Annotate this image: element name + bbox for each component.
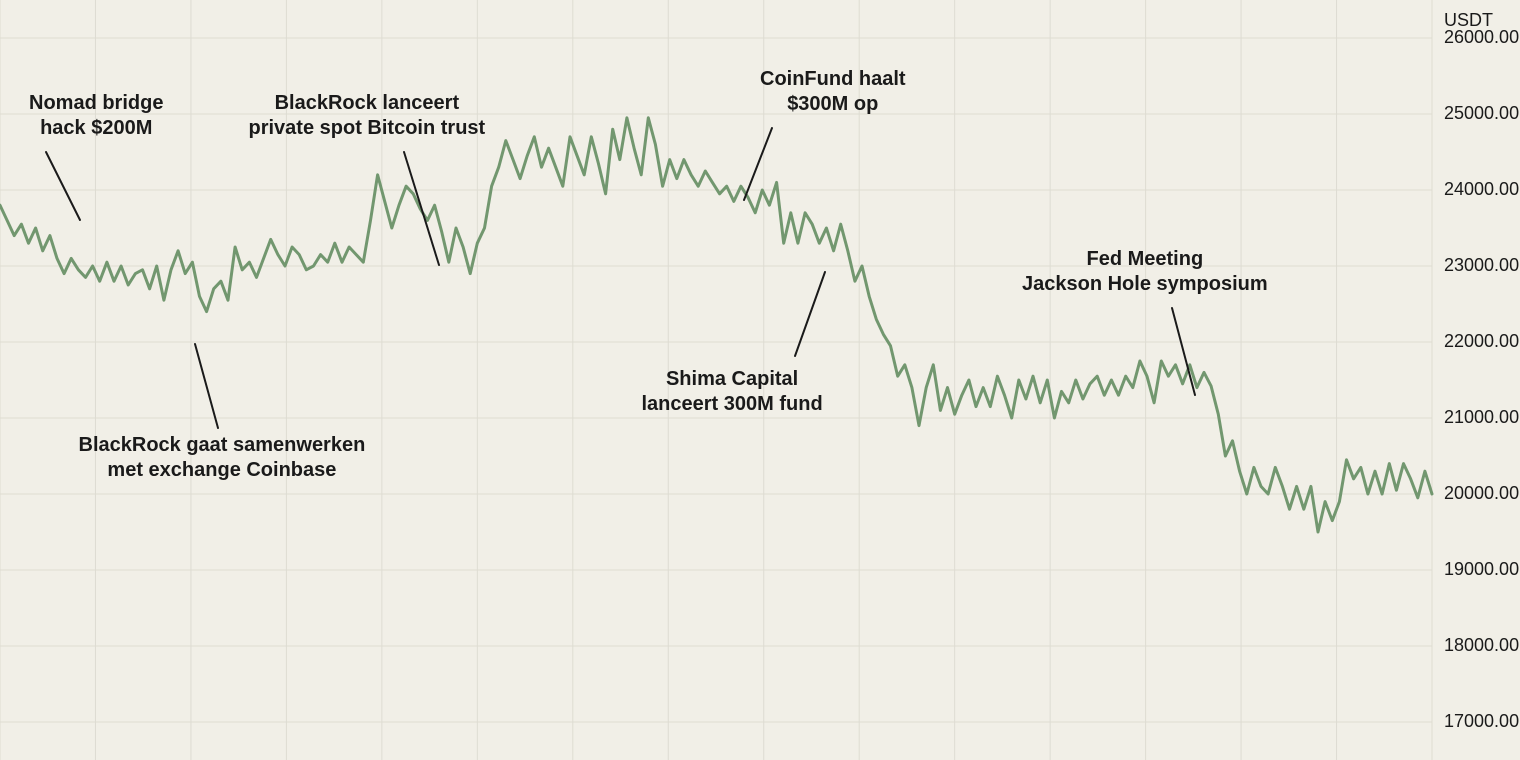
y-axis-tick-label: 25000.00 (1444, 103, 1519, 124)
y-axis-tick-label: 18000.00 (1444, 635, 1519, 656)
y-axis-tick-label: 20000.00 (1444, 483, 1519, 504)
y-axis-tick-label: 21000.00 (1444, 407, 1519, 428)
y-axis-tick-label: 17000.00 (1444, 711, 1519, 732)
y-axis-tick-label: 23000.00 (1444, 255, 1519, 276)
chart-svg (0, 0, 1520, 760)
y-axis-tick-label: 19000.00 (1444, 559, 1519, 580)
y-axis-tick-label: 22000.00 (1444, 331, 1519, 352)
btc-price-chart: 17000.00 18000.00 19000.00 20000.00 21000.00… (0, 0, 1520, 760)
y-axis-tick-label: 24000.00 (1444, 179, 1519, 200)
y-axis-unit-label: USDT (1444, 10, 1493, 31)
